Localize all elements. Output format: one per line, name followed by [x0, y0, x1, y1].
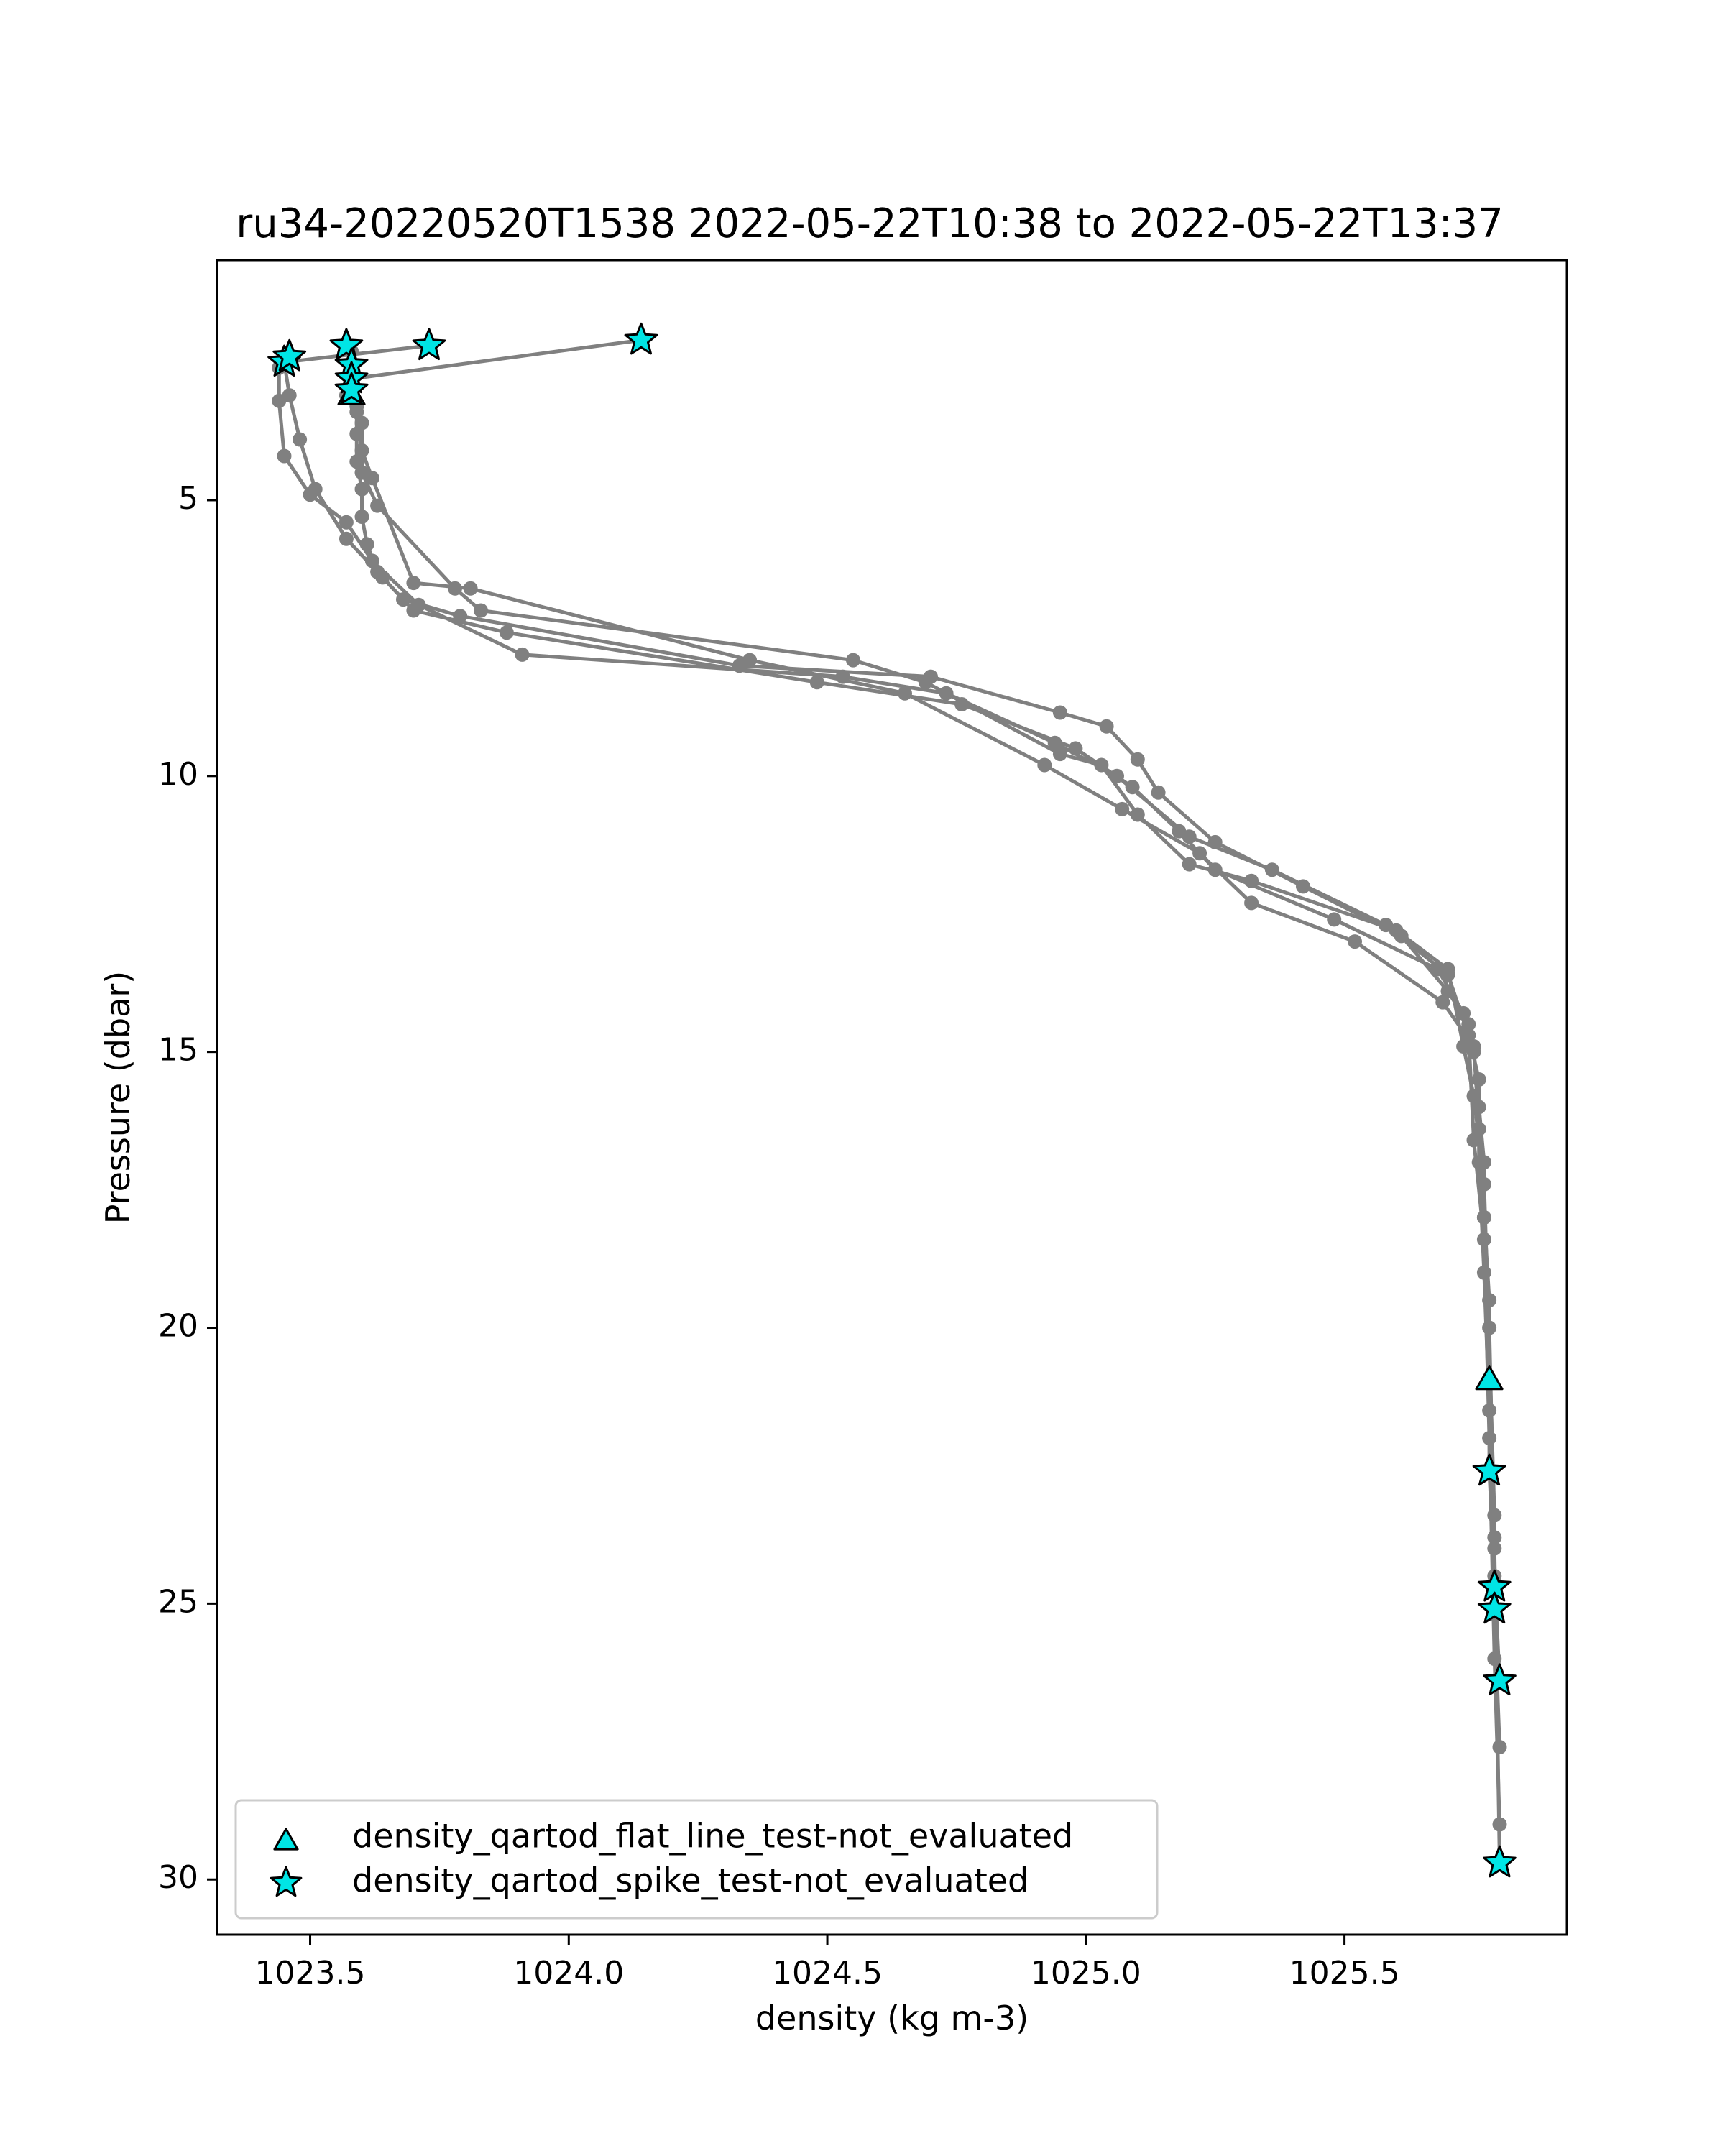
profile-point [1482, 1431, 1497, 1446]
profile-point [364, 553, 380, 568]
profile-point [1182, 857, 1197, 872]
profile-point [1487, 1541, 1502, 1556]
profile-point [515, 647, 530, 662]
profile-point [354, 415, 369, 430]
legend-star-shape [270, 1866, 303, 1897]
profile-point [277, 448, 292, 464]
x-tick-label: 1025.5 [1289, 1955, 1400, 1991]
profile-point [406, 576, 421, 591]
spike-flag-marker [272, 338, 307, 372]
profile-point [1047, 735, 1062, 750]
spike-flag-marker [1483, 1663, 1517, 1695]
profile-point [1492, 1740, 1507, 1754]
x-axis-label: density (kg m-3) [755, 1999, 1029, 2037]
profile-point [1094, 757, 1109, 773]
plot-frame [216, 259, 1568, 1936]
profile-point [1244, 873, 1259, 888]
profile-point [1440, 962, 1455, 977]
profile-point [1115, 801, 1130, 816]
profile-line [349, 351, 1501, 1864]
y-tick-label: 30 [158, 1859, 198, 1896]
profile-point [1466, 1089, 1481, 1104]
spike-flag-marker [334, 372, 369, 405]
spike-flag-marker [1483, 1845, 1517, 1878]
y-tick-label: 20 [158, 1308, 198, 1345]
flat-line-flag-marker [1475, 1365, 1504, 1391]
profile-point [1348, 934, 1362, 949]
y-tick-label: 10 [158, 756, 198, 793]
x-tick-label: 1024.0 [513, 1955, 624, 1991]
profile-point [370, 498, 385, 513]
profile-point [1192, 846, 1208, 861]
legend: density_qartod_flat_line_test-not_evalua… [234, 1799, 1159, 1920]
spike-flag-marker [1472, 1453, 1506, 1486]
profile-point [354, 465, 369, 480]
profile-point [448, 581, 462, 596]
profile-point [1264, 862, 1279, 877]
y-tick-label: 25 [158, 1583, 198, 1620]
profile-point [1456, 1039, 1471, 1054]
profile-point [1389, 923, 1404, 938]
profile-point [1099, 719, 1114, 734]
legend-triangle-shape [273, 1828, 299, 1851]
profile-point [1037, 757, 1052, 773]
x-axis-ticks: 1023.5 1024.0 1024.5 1025.0 1025.5 [255, 1935, 1400, 1991]
x-tick-label: 1024.5 [772, 1955, 883, 1991]
chart-title: ru34-20220520T1538 2022-05-22T10:38 to 2… [236, 201, 1503, 247]
spike-flag-marker [624, 322, 658, 355]
y-tick-label: 5 [178, 480, 198, 517]
legend-star-marker [270, 1866, 303, 1897]
profile-point [1466, 1039, 1481, 1054]
profile-point [1182, 829, 1197, 844]
legend-label-flat-line: density_qartod_flat_line_test-not_evalua… [352, 1817, 1073, 1856]
profile-point [1130, 752, 1145, 767]
profile-point [918, 675, 933, 690]
legend-triangle-marker [273, 1828, 299, 1851]
profile-point [1130, 807, 1145, 822]
spike-flag-marker [1477, 1591, 1512, 1624]
profile-point [272, 393, 287, 408]
legend-label-spike: density_qartod_spike_test-not_evaluated [352, 1861, 1029, 1900]
profile-point [742, 653, 758, 668]
profile-lines [272, 333, 1507, 1871]
profile-line [349, 338, 1501, 1682]
profile-point [411, 597, 426, 612]
profile-point [463, 581, 478, 596]
spike-flag-marker [412, 328, 446, 361]
profile-point [1151, 785, 1166, 800]
spike-flag-marker [329, 328, 364, 361]
profile-point [1052, 705, 1067, 720]
profile-point [846, 653, 860, 668]
legend-box [234, 1799, 1159, 1920]
x-tick-label: 1023.5 [255, 1955, 366, 1991]
profile-line [282, 344, 1501, 1748]
y-axis-label: Pressure (dbar) [98, 971, 137, 1224]
profile-point [354, 510, 369, 524]
profile-point [1487, 1508, 1502, 1523]
profile-point [499, 625, 514, 640]
flag-markers [267, 322, 1517, 1878]
profile-point [339, 531, 354, 546]
y-axis-ticks: 5 10 15 20 25 30 [158, 480, 217, 1896]
profile-point [474, 603, 488, 618]
profile-point [1244, 895, 1259, 911]
y-tick-label: 15 [158, 1032, 198, 1069]
profile-line [344, 394, 1496, 1516]
profile-point [898, 686, 912, 701]
profile-point [1476, 1176, 1491, 1192]
profile-point [354, 482, 369, 497]
profile-point [1327, 912, 1342, 927]
x-tick-label: 1025.0 [1031, 1955, 1141, 1991]
profile-point [809, 675, 824, 690]
profile-point [339, 515, 354, 530]
profile-point [1052, 747, 1067, 762]
profile-point [293, 432, 308, 447]
profile-point [303, 487, 318, 502]
profile-point [1435, 995, 1450, 1010]
